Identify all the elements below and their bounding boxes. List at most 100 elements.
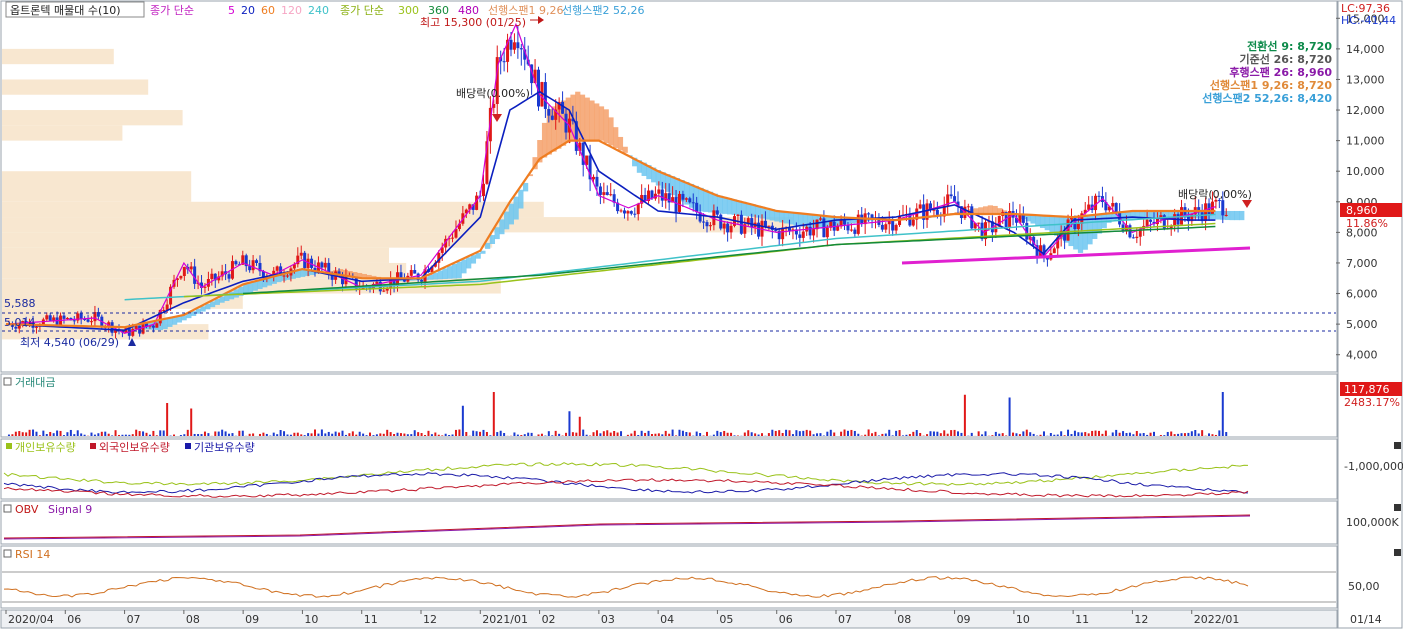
price-tick-label: 5,000: [1346, 318, 1378, 331]
rsi-panel[interactable]: [0, 545, 1338, 609]
cloud-segment: [783, 211, 790, 224]
volume-bar: [241, 430, 244, 436]
legend-ma-period: 120: [281, 4, 302, 17]
cloud-segment: [1153, 210, 1160, 218]
candle-body: [550, 115, 554, 120]
volume-bar: [712, 434, 715, 436]
volume-bar: [114, 430, 117, 436]
volume-panel[interactable]: [0, 373, 1338, 438]
volume-bar: [926, 434, 929, 436]
volume-bar: [843, 429, 846, 436]
cloud-segment: [243, 284, 249, 295]
candle-body: [622, 210, 626, 214]
volume-bar: [891, 435, 894, 436]
cloud-segment: [172, 317, 178, 325]
legend-ma-long-period: 300: [398, 4, 419, 17]
cloud-segment: [1234, 210, 1240, 221]
volume-bar: [461, 405, 464, 436]
cloud-segment: [665, 174, 671, 192]
obv-panel[interactable]: [0, 500, 1338, 545]
candle-body: [79, 313, 83, 320]
volume-bar: [527, 432, 530, 436]
rsi-toggle[interactable]: [3, 549, 12, 558]
cloud-segment: [755, 205, 761, 218]
volume-bar: [1008, 397, 1011, 436]
candle-body: [368, 286, 372, 289]
legend-ma-long-periods[interactable]: 300 360 480: [398, 4, 479, 17]
volume-bar: [558, 433, 561, 436]
volume-bar: [850, 429, 853, 436]
candle-body: [468, 204, 472, 210]
volume-bar: [644, 432, 647, 436]
holders-close-icon[interactable]: [1394, 442, 1401, 449]
volume-bar: [479, 431, 482, 436]
volume-bar: [671, 429, 674, 436]
cloud-segment: [262, 279, 268, 288]
moving-averages: [5, 22, 1216, 334]
volume-bar: [1211, 434, 1214, 436]
candle-body: [825, 227, 829, 238]
volume-bar: [778, 430, 781, 436]
volume-bar: [957, 431, 960, 436]
candle-body: [777, 230, 781, 240]
candle-body: [887, 220, 891, 225]
low-annotation: 최저 4,540 (06/29): [20, 336, 119, 349]
legend-span1[interactable]: 선행스팬1 9,26: [488, 4, 563, 17]
time-tick-label: 07: [838, 613, 852, 626]
price-ticks: 4,0005,0006,0007,0008,0009,00010,00011,0…: [1346, 12, 1385, 361]
holders-legend[interactable]: 개인보유수량 외국인보유수량 기관보유수량: [6, 441, 255, 454]
obv-close-icon[interactable]: [1394, 504, 1401, 511]
candle-body: [657, 189, 661, 194]
legend-span2[interactable]: 선행스팬2 52,26: [562, 4, 644, 17]
volume-bar: [857, 433, 860, 436]
volume-bar: [1170, 431, 1173, 436]
volume-bar: [1101, 433, 1104, 436]
candle-body: [96, 312, 100, 317]
candle-body: [1042, 245, 1046, 257]
cloud-segment: [186, 313, 192, 319]
volume-bar: [664, 430, 667, 436]
candle-body: [636, 203, 640, 215]
cloud-segment: [1030, 214, 1036, 224]
candle-body: [420, 279, 424, 282]
obv-toggle[interactable]: [3, 504, 12, 513]
volume-bar: [313, 429, 316, 436]
volume-bar: [606, 430, 609, 436]
volume-bar: [159, 430, 162, 436]
cloud-segment: [181, 315, 187, 321]
price-badge-pct: 11.86%: [1346, 217, 1388, 230]
time-tick-label: 2022/01: [1194, 613, 1240, 626]
cloud-segment: [432, 272, 439, 280]
candle-body: [660, 189, 664, 201]
volume-bar: [730, 432, 733, 436]
volume-bar: [802, 430, 805, 436]
volume-bar: [344, 434, 347, 436]
candle-body: [241, 255, 245, 265]
volume-bar: [640, 430, 643, 436]
cloud-segment: [461, 259, 467, 274]
volume-bar: [953, 429, 956, 436]
rsi-close-icon[interactable]: [1394, 549, 1401, 556]
price-tick-label: 8,000: [1346, 226, 1378, 239]
cloud-segment: [176, 316, 182, 323]
candle-body: [323, 262, 327, 268]
candle-body: [911, 219, 915, 226]
trend-line[interactable]: [901, 246, 1251, 265]
cloud-segment: [537, 140, 543, 163]
volume-bar: [1070, 434, 1073, 436]
volume-bar: [482, 429, 485, 436]
candle-body: [141, 323, 145, 334]
price-tick-label: 10,000: [1346, 165, 1385, 178]
candle-body: [55, 317, 59, 326]
legend-title-box[interactable]: [5, 1, 145, 18]
volume-bar: [881, 433, 884, 436]
legend-ma-label[interactable]: 종가 단순: [150, 4, 194, 17]
candle-body: [557, 101, 561, 110]
candle-body: [341, 275, 345, 285]
cloud-segment: [247, 283, 254, 293]
legend-ma-long-label[interactable]: 종가 단순: [340, 4, 384, 17]
legend-ma-periods[interactable]: 5 20 60 120 240: [228, 4, 329, 17]
volume-toggle[interactable]: [3, 377, 12, 386]
price-gridlines: [1336, 17, 1340, 356]
